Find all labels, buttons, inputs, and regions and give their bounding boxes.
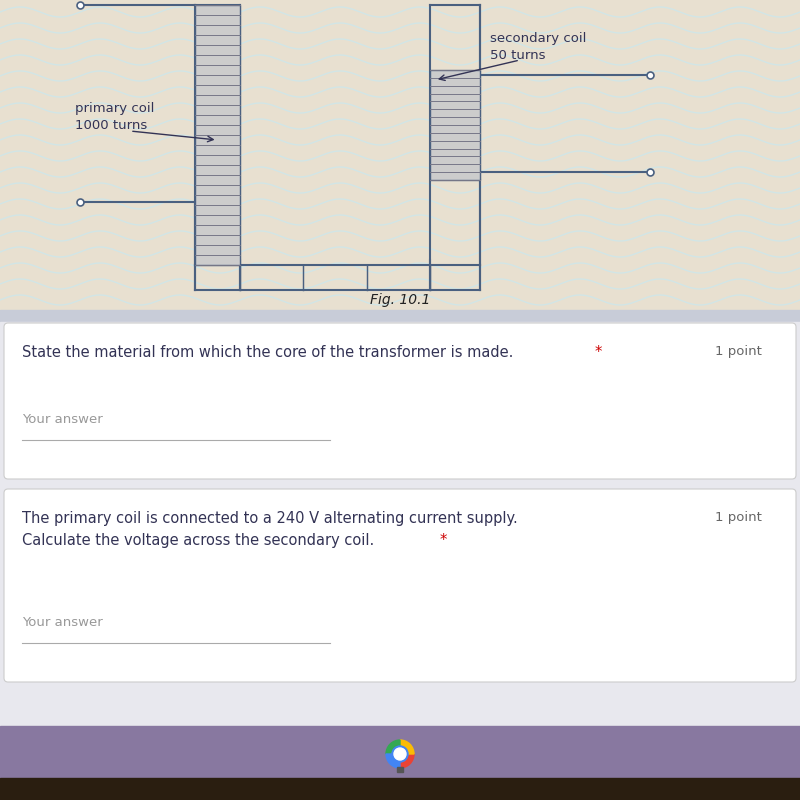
Bar [397, 767, 403, 772]
Wedge shape [400, 754, 414, 768]
Bar [0, 778, 800, 800]
Text: Your answer: Your answer [22, 616, 102, 629]
Text: 50 turns: 50 turns [490, 49, 546, 62]
Bar [195, 5, 240, 265]
Bar [0, 322, 800, 730]
Text: State the material from which the core of the transformer is made.: State the material from which the core o… [22, 345, 518, 360]
Bar [430, 70, 480, 180]
Wedge shape [386, 754, 400, 768]
FancyBboxPatch shape [4, 323, 796, 479]
Wedge shape [386, 740, 400, 754]
Text: *: * [595, 345, 602, 360]
Text: primary coil: primary coil [75, 102, 154, 115]
Text: *: * [440, 533, 447, 548]
Bar [0, 726, 800, 778]
Text: The primary coil is connected to a 240 V alternating current supply.: The primary coil is connected to a 240 V… [22, 511, 518, 526]
Bar [0, 0, 800, 312]
Text: 1000 turns: 1000 turns [75, 119, 147, 132]
Circle shape [394, 748, 406, 760]
Text: secondary coil: secondary coil [490, 32, 586, 45]
Text: Fig. 10.1: Fig. 10.1 [370, 293, 430, 307]
Text: 1 point: 1 point [715, 345, 762, 358]
Bar [0, 310, 800, 322]
Text: 1 point: 1 point [715, 511, 762, 524]
Text: Calculate the voltage across the secondary coil.: Calculate the voltage across the seconda… [22, 533, 379, 548]
Circle shape [392, 746, 408, 762]
Wedge shape [400, 740, 414, 754]
FancyBboxPatch shape [4, 489, 796, 682]
Text: Your answer: Your answer [22, 413, 102, 426]
